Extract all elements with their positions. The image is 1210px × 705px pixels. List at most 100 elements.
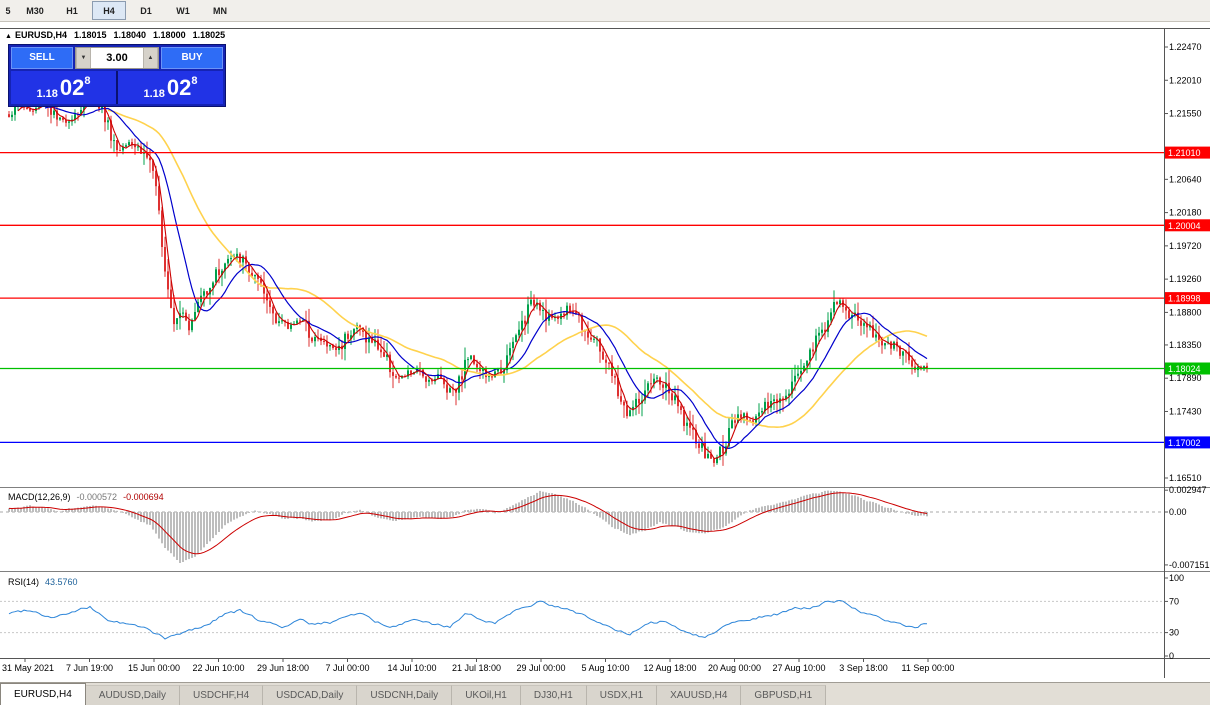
sell-price-prefix: 1.18 bbox=[36, 88, 58, 100]
timeframe-button-M30[interactable]: M30 bbox=[26, 5, 44, 16]
price-tick-label: 1.19720 bbox=[1169, 241, 1202, 251]
price-divider bbox=[116, 71, 118, 104]
price-level-badge-label: 1.20004 bbox=[1168, 221, 1201, 231]
chart-tab-audusd-daily[interactable]: AUDUSD,Daily bbox=[85, 685, 181, 705]
time-axis-label: 5 Aug 10:00 bbox=[581, 663, 629, 673]
buy-price-prefix: 1.18 bbox=[143, 88, 165, 100]
chart-tab-dj30-h1[interactable]: DJ30,H1 bbox=[520, 685, 587, 705]
chart-tab-usdchf-h4[interactable]: USDCHF,H4 bbox=[180, 685, 264, 705]
macd-signal-value: -0.000694 bbox=[123, 492, 164, 502]
price-tick-label: 1.19260 bbox=[1169, 274, 1202, 284]
rsi-tick-label: 70 bbox=[1169, 596, 1179, 606]
buy-price-display[interactable]: 1.18 02 8 bbox=[118, 71, 223, 104]
chart-tab-usdx-h1[interactable]: USDX,H1 bbox=[586, 685, 658, 705]
rsi-tick-label: 30 bbox=[1169, 628, 1179, 638]
chart-tab-xauusd-h4[interactable]: XAUUSD,H4 bbox=[657, 685, 742, 705]
quote-header: ▲ EURUSD,H4 1.18015 1.18040 1.18000 1.18025 bbox=[5, 30, 225, 40]
timeframe-button-H1[interactable]: H1 bbox=[66, 5, 78, 16]
sell-price-display[interactable]: 1.18 02 8 bbox=[11, 71, 116, 104]
rsi-tick-label: 100 bbox=[1169, 573, 1184, 583]
chart-tab-eurusd-h4[interactable]: EURUSD,H4 bbox=[0, 683, 86, 705]
price-level-badge-label: 1.17002 bbox=[1168, 438, 1201, 448]
ma-medium-line bbox=[44, 106, 928, 450]
timeframe-button-MN[interactable]: MN bbox=[213, 5, 227, 16]
trade-controls-row: SELL ▼ 3.00 ▲ BUY bbox=[9, 45, 225, 71]
timeframe-toolbar: 5 M30 H1 H4 D1 W1 MN bbox=[0, 0, 1210, 22]
quote-open: 1.18015 bbox=[73, 30, 107, 40]
chart-tab-gbpusd-h1[interactable]: GBPUSD,H1 bbox=[741, 685, 827, 705]
timeframe-button-W1[interactable]: W1 bbox=[176, 5, 190, 16]
macd-pane-label: MACD(12,26,9) -0.000572 -0.000694 bbox=[8, 492, 164, 502]
time-axis-label: 7 Jun 19:00 bbox=[66, 663, 113, 673]
macd-signal-line bbox=[8, 492, 928, 555]
price-tick-label: 1.21550 bbox=[1169, 109, 1202, 119]
price-level-badge-label: 1.18998 bbox=[1168, 294, 1201, 304]
chart-symbol-label: EURUSD,H4 bbox=[14, 30, 67, 40]
buy-button[interactable]: BUY bbox=[161, 47, 223, 69]
price-tick-label: 1.18800 bbox=[1169, 307, 1202, 317]
price-tick-label: 1.18350 bbox=[1169, 340, 1202, 350]
macd-main-value: -0.000572 bbox=[76, 492, 118, 502]
price-tick-label: 1.17890 bbox=[1169, 373, 1202, 383]
timeframe-button-H4[interactable]: H4 bbox=[92, 1, 126, 20]
macd-tick-label: 0.002947 bbox=[1169, 485, 1207, 495]
time-axis-label: 27 Aug 10:00 bbox=[772, 663, 825, 673]
ma-slow-line bbox=[107, 109, 928, 429]
buy-price-big: 02 bbox=[166, 74, 192, 100]
time-axis-label: 29 Jun 18:00 bbox=[257, 663, 309, 673]
time-axis-label: 20 Aug 00:00 bbox=[708, 663, 761, 673]
sell-button[interactable]: SELL bbox=[11, 47, 73, 69]
time-axis-label: 3 Sep 18:00 bbox=[839, 663, 888, 673]
time-axis-label: 7 Jul 00:00 bbox=[325, 663, 369, 673]
volume-input[interactable]: 3.00 bbox=[91, 48, 143, 68]
sell-price-big: 02 bbox=[59, 74, 85, 100]
rsi-line bbox=[8, 599, 928, 640]
macd-tick-label: -0.007151 bbox=[1169, 560, 1210, 570]
chart-background bbox=[0, 28, 1210, 681]
quote-close: 1.18025 bbox=[192, 30, 226, 40]
timeframe-button-5[interactable]: 5 bbox=[5, 5, 11, 16]
quote-low: 1.18000 bbox=[153, 30, 186, 40]
price-tick-label: 1.22470 bbox=[1169, 42, 1202, 52]
ma-fast-line bbox=[17, 97, 928, 459]
price-level-badge bbox=[1165, 436, 1210, 449]
volume-stepper: ▼ 3.00 ▲ bbox=[75, 47, 159, 69]
macd-tick-label: 0.00 bbox=[1169, 507, 1187, 517]
price-tick-label: 1.22010 bbox=[1169, 75, 1202, 85]
time-axis-label: 12 Aug 18:00 bbox=[643, 663, 696, 673]
price-tick-label: 1.17430 bbox=[1169, 406, 1202, 416]
price-tick-label: 1.16510 bbox=[1169, 473, 1202, 483]
price-level-badge bbox=[1165, 146, 1210, 159]
price-level-badge bbox=[1165, 362, 1210, 375]
one-click-trading-panel: SELL ▼ 3.00 ▲ BUY 1.18 02 8 1.18 02 8 bbox=[8, 44, 226, 107]
chart-tab-usdcad-daily[interactable]: USDCAD,Daily bbox=[263, 685, 358, 705]
volume-decrease-icon[interactable]: ▼ bbox=[76, 48, 91, 68]
chart-tab-usdcnh-daily[interactable]: USDCNH,Daily bbox=[357, 685, 453, 705]
rsi-pane-label: RSI(14) 43.5760 bbox=[8, 577, 78, 587]
price-tick-label: 1.20640 bbox=[1169, 174, 1202, 184]
trade-prices-row: 1.18 02 8 1.18 02 8 bbox=[11, 71, 223, 104]
time-axis-label: 11 Sep 00:00 bbox=[902, 663, 955, 673]
time-axis-label: 14 Jul 10:00 bbox=[387, 663, 436, 673]
rsi-name: RSI(14) bbox=[8, 577, 40, 587]
time-axis-label: 31 May 2021 bbox=[2, 663, 54, 673]
price-level-badge-label: 1.21010 bbox=[1168, 148, 1201, 158]
volume-increase-icon[interactable]: ▲ bbox=[143, 48, 158, 68]
one-click-collapse-icon[interactable]: ▲ bbox=[5, 33, 12, 40]
buy-price-sup: 8 bbox=[191, 75, 198, 87]
timeframe-button-D1[interactable]: D1 bbox=[140, 5, 152, 16]
price-level-badge bbox=[1165, 292, 1210, 305]
quote-high: 1.18040 bbox=[113, 30, 147, 40]
macd-name: MACD(12,26,9) bbox=[8, 492, 71, 502]
price-tick-label: 1.20180 bbox=[1169, 208, 1202, 218]
rsi-tick-label: 0 bbox=[1169, 651, 1174, 661]
time-axis-label: 15 Jun 00:00 bbox=[128, 663, 180, 673]
rsi-value: 43.5760 bbox=[45, 577, 78, 587]
price-level-badge-label: 1.18024 bbox=[1168, 364, 1201, 374]
sell-price-sup: 8 bbox=[84, 75, 91, 87]
chart-tab-ukoil-h1[interactable]: UKOil,H1 bbox=[452, 685, 521, 705]
time-axis-label: 29 Jul 00:00 bbox=[516, 663, 565, 673]
chart-tabbar: EURUSD,H4 AUDUSD,Daily USDCHF,H4 USDCAD,Dai… bbox=[0, 682, 1210, 705]
